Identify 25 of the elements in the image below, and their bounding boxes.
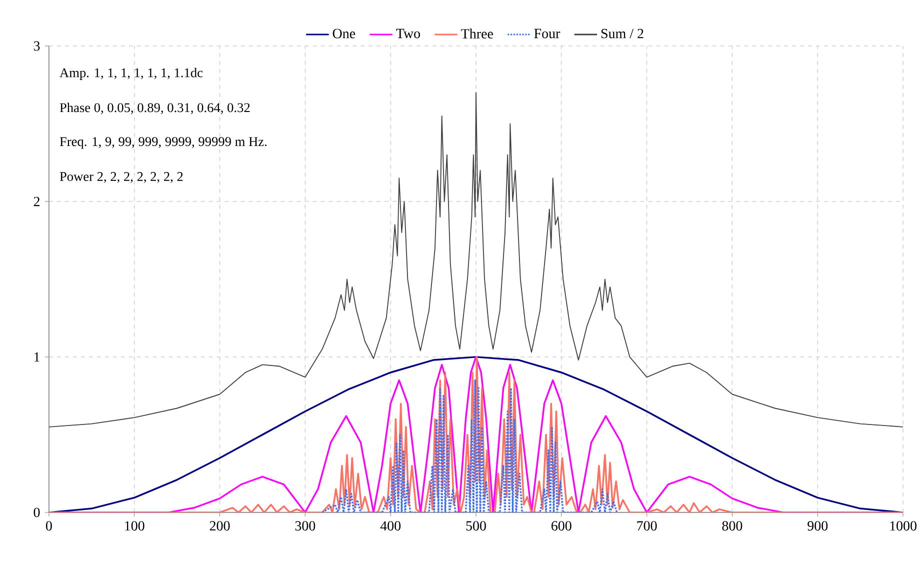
x-tick-label: 100 (125, 520, 144, 530)
y-tick-label: 2 (34, 196, 40, 206)
x-tick-label: 400 (380, 520, 401, 530)
y-tick-label: 1 (34, 352, 40, 362)
legend-label: One (332, 28, 356, 38)
x-tick-label: 0 (46, 520, 52, 530)
x-tick-label: 1000 (890, 520, 916, 530)
line-series (48, 92, 904, 428)
x-tick-label: 500 (466, 520, 486, 530)
legend-label: Two (396, 28, 420, 38)
x-tick-label: 600 (552, 520, 572, 530)
y-tick-label: 0 (34, 508, 40, 517)
annotation: Freq. 1, 9, 99, 999, 9999, 99999 m Hz. (60, 136, 266, 149)
annotation: Amp. 1, 1, 1, 1, 1, 1, 1.1dc (60, 68, 203, 80)
x-tick-label: 800 (722, 520, 742, 530)
x-tick-label: 700 (637, 520, 657, 530)
annotation: Phase 0, 0.05, 0.89, 0.31, 0.64, 0.32 (60, 102, 250, 114)
legend-label: Sum / 2 (601, 28, 644, 38)
x-tick-label: 200 (210, 520, 230, 530)
annotation: Power 2, 2, 2, 2, 2, 2, 2 (60, 172, 183, 183)
y-tick-label: 3 (34, 41, 40, 50)
x-tick-label: 300 (295, 520, 316, 530)
x-tick-label: 900 (808, 520, 828, 530)
legend-label: Four (534, 28, 560, 38)
legend-label: Three (461, 28, 493, 38)
